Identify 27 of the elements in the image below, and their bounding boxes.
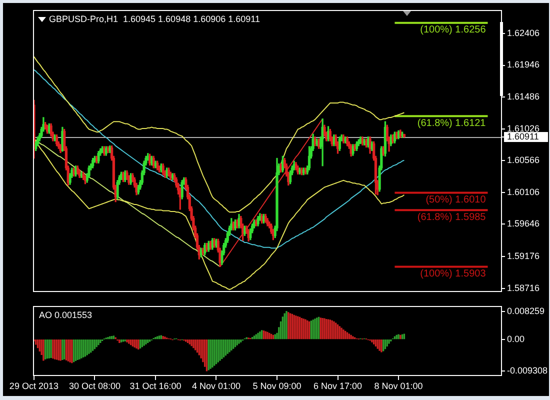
y-tick-label: 0.008259 bbox=[507, 306, 545, 316]
series-label: (61.8%) 1.6121 bbox=[417, 118, 486, 129]
y-tick-label: -0.009308 bbox=[507, 365, 548, 376]
y-tick-label: 0.00 bbox=[507, 334, 525, 344]
x-tick-label: 29 Oct 2013 bbox=[9, 380, 58, 391]
y-tick-label: 1.59646 bbox=[507, 218, 540, 229]
y-tick-label: 1.60566 bbox=[507, 155, 540, 166]
series-label: (100%) 1.5903 bbox=[420, 268, 486, 280]
series-label: (61.8%) 1.5985 bbox=[417, 212, 486, 223]
x-tick-label: 5 Nov 09:00 bbox=[252, 380, 302, 391]
y-tick-label: 1.58716 bbox=[507, 282, 540, 293]
y-tick-label: 1.59176 bbox=[507, 251, 540, 262]
y-tick-label: 1.60106 bbox=[507, 186, 540, 197]
series-label: (100%) 1.6256 bbox=[420, 24, 486, 36]
chart-title: AO 0.001553 bbox=[39, 310, 92, 320]
series-label: (50%) 1.6010 bbox=[426, 194, 486, 206]
y-tick-label: 1.61486 bbox=[507, 92, 540, 102]
y-tick-label: 1.61026 bbox=[507, 123, 540, 134]
x-tick-label: 8 Nov 01:00 bbox=[374, 380, 423, 391]
y-tick-label: 1.60911 bbox=[507, 131, 539, 142]
x-tick-label: 6 Nov 17:00 bbox=[313, 380, 362, 391]
x-tick-label: 30 Oct 08:00 bbox=[68, 380, 120, 391]
y-tick-label: 1.61946 bbox=[507, 60, 540, 70]
x-tick-label: 31 Oct 16:00 bbox=[130, 380, 182, 391]
chart-title: GBPUSD-Pro,H1 1.60945 1.60948 1.60906 1.60911 bbox=[49, 14, 260, 24]
y-tick-label: 1.62406 bbox=[507, 28, 540, 38]
x-tick-label: 4 Nov 01:00 bbox=[192, 380, 241, 391]
